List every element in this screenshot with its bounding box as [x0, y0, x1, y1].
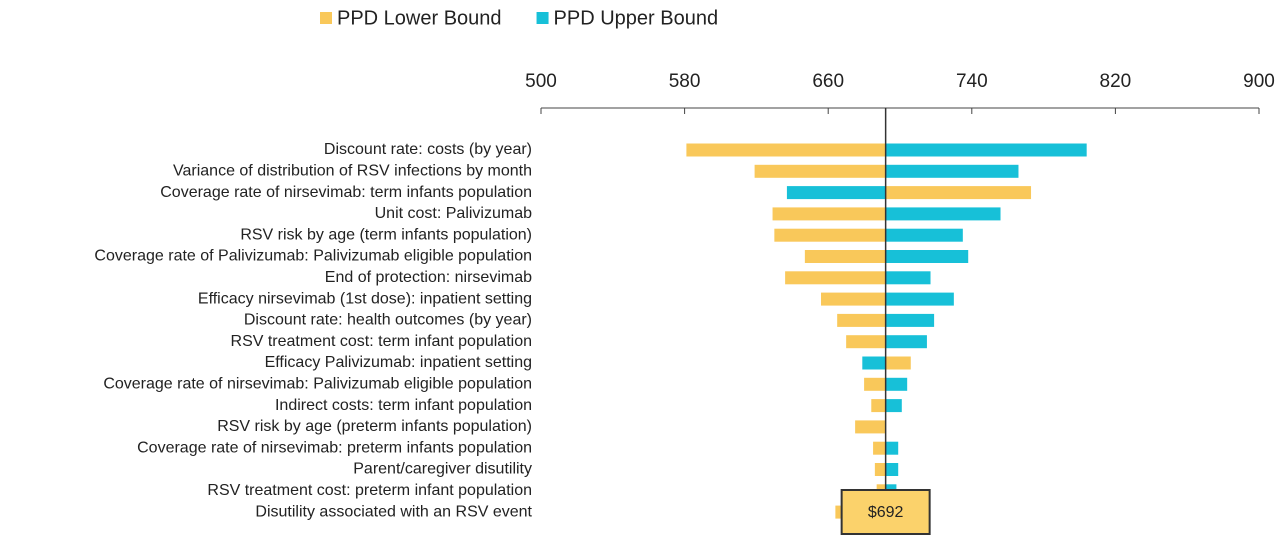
bar — [885, 186, 1032, 200]
legend-swatch — [536, 12, 549, 24]
bar — [885, 441, 899, 455]
base-box — [840, 489, 931, 535]
category-label: RSV risk by age (term infants population… — [240, 226, 532, 243]
bar — [885, 463, 899, 476]
x-tick-label: 900 — [1243, 71, 1275, 92]
category-label: Indirect costs: term infant population — [275, 397, 532, 414]
bar — [885, 356, 911, 370]
category-label: Coverage rate of nirsevimab: preterm inf… — [137, 439, 532, 456]
bar — [885, 228, 963, 242]
legend-label: PPD Upper Bound — [554, 7, 719, 29]
category-label: Unit cost: Palivizumab — [375, 205, 532, 222]
bar — [874, 463, 886, 476]
bar — [885, 399, 902, 413]
category-label: Discount rate: health outcomes (by year) — [244, 312, 532, 329]
category-label: RSV treatment cost: term infant populati… — [231, 333, 532, 350]
bar — [821, 292, 886, 306]
base-label: $692 — [868, 504, 904, 521]
category-label: End of protection: nirsevimab — [325, 269, 532, 286]
category-label: Disutility associated with an RSV event — [255, 503, 532, 520]
legend-label: PPD Lower Bound — [337, 7, 502, 29]
bar — [885, 292, 954, 306]
bar — [885, 164, 1019, 178]
bar — [774, 228, 886, 242]
bar — [885, 271, 931, 285]
category-label: Coverage rate of Palivizumab: Palivizuma… — [94, 248, 532, 265]
x-tick-label: 660 — [812, 71, 844, 92]
bar — [804, 250, 886, 263]
category-label: Efficacy Palivizumab: inpatient setting — [265, 354, 532, 371]
bar — [885, 335, 927, 349]
bar — [885, 143, 1087, 157]
category-label: Variance of distribution of RSV infectio… — [173, 163, 532, 180]
bar — [885, 377, 908, 391]
category-label: Coverage rate of nirsevimab: term infant… — [160, 184, 532, 201]
x-tick-label: 500 — [525, 71, 557, 92]
bar — [855, 420, 886, 434]
x-tick-label: 740 — [956, 71, 988, 92]
bar — [871, 399, 886, 413]
bar — [754, 164, 886, 178]
bar — [772, 207, 886, 221]
x-tick-label: 580 — [669, 71, 701, 92]
bar — [785, 271, 886, 285]
bar — [862, 356, 886, 370]
bar — [885, 250, 969, 263]
category-label: Efficacy nirsevimab (1st dose): inpatien… — [198, 290, 532, 307]
bar — [864, 377, 886, 391]
bar — [846, 335, 886, 349]
category-label: Discount rate: costs (by year) — [324, 141, 532, 158]
bar — [686, 143, 886, 157]
category-label: RSV treatment cost: preterm infant popul… — [207, 482, 532, 499]
bar — [885, 313, 935, 327]
bar — [885, 207, 1001, 221]
category-label: Parent/caregiver disutility — [353, 461, 532, 478]
bar — [837, 313, 886, 327]
category-label: RSV risk by age (preterm infants populat… — [217, 418, 532, 435]
bar — [873, 441, 886, 455]
bar — [786, 186, 886, 200]
x-tick-label: 820 — [1100, 71, 1132, 92]
legend-swatch — [320, 12, 332, 24]
category-label: Coverage rate of nirsevimab: Palivizumab… — [103, 376, 532, 393]
